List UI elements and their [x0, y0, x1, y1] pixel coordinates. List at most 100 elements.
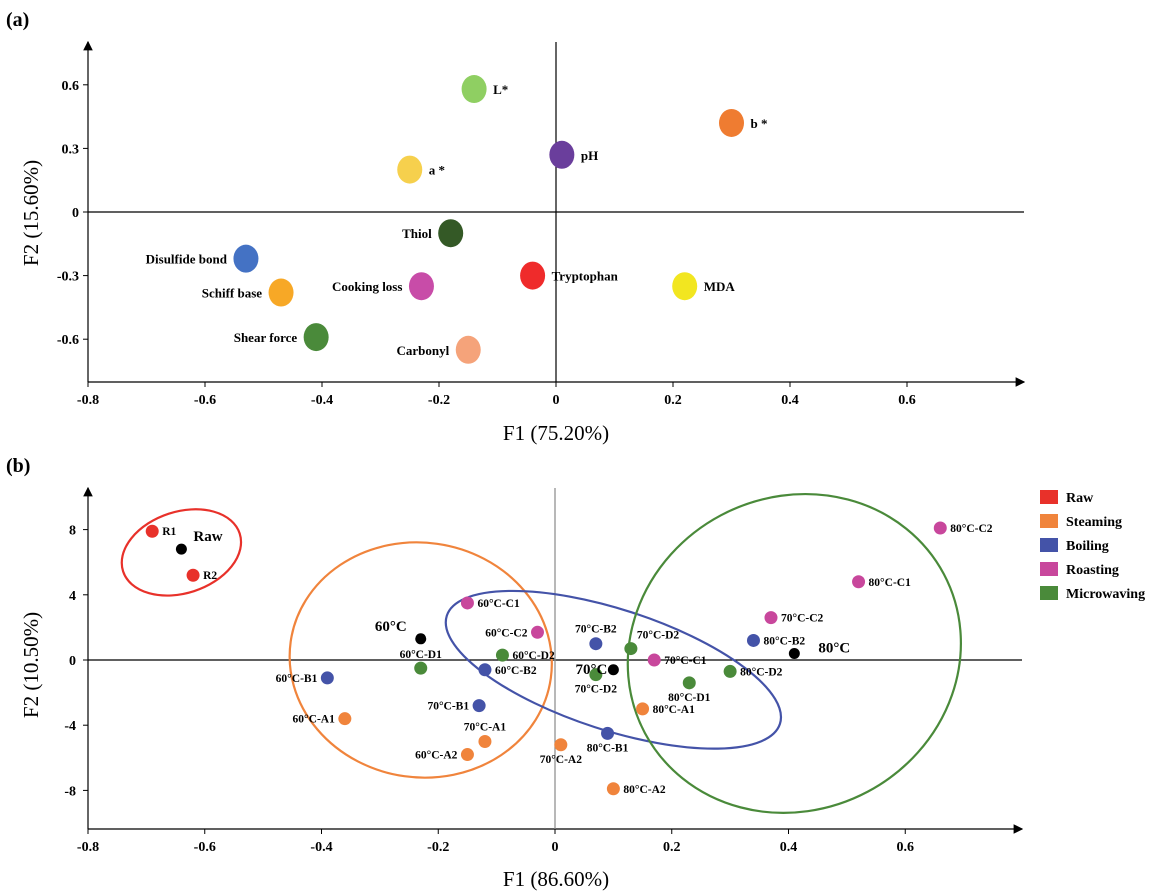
a-x-tick-label: 0.4: [781, 393, 799, 408]
legend-swatch: [1040, 514, 1058, 528]
sample-label: 70°C-D2: [637, 630, 680, 642]
boiling-sample-point: [478, 663, 492, 677]
steaming-sample-point: [606, 782, 620, 796]
group-center-label: 70°C: [576, 662, 608, 678]
panel-b-ticks: -0.8 -0.6 -0.4 -0.2 0 0.2 0.4 0.6 8 4 0 -4 -8: [64, 524, 914, 855]
group-center-label: 60°C: [375, 619, 407, 635]
microwaving-sample-point: [589, 668, 603, 682]
loading-label: a *: [429, 163, 445, 178]
sample-label: 80°C-C1: [869, 577, 912, 589]
sample-label: 70°C-B1: [427, 701, 469, 713]
roasting-sample-point: [530, 625, 544, 639]
b-x-tick-label: -0.2: [427, 840, 449, 855]
loading-label: Shear force: [234, 330, 298, 345]
b-x-tick-label: 0: [552, 840, 559, 855]
microwaving-sample-point: [682, 676, 696, 690]
b-y-tick-label: 8: [69, 524, 76, 539]
legend-swatch: [1040, 586, 1058, 600]
sample-label: 60°C-C2: [485, 627, 528, 639]
roasting-sample-point: [764, 611, 778, 625]
boiling-ellipse: [444, 589, 783, 750]
b-x-tick-label: -0.8: [77, 840, 99, 855]
roasting-sample-point: [460, 596, 474, 610]
sample-label: 70°C-C2: [781, 613, 824, 625]
roasting-sample-point: [647, 653, 661, 667]
sample-label: 80°C-A2: [623, 784, 666, 796]
group-center-label: Raw: [193, 529, 222, 545]
roasting-sample-point: [933, 521, 947, 535]
loading-label: pH: [581, 148, 598, 163]
loading-label: Disulfide bond: [146, 252, 228, 267]
sample-label: 60°C-B1: [276, 673, 318, 685]
sample-label: 80°C-A1: [653, 704, 696, 716]
loading-point: [719, 108, 744, 137]
steaming-sample-point: [460, 748, 474, 762]
group-center-label: 80°C: [818, 640, 850, 656]
a-x-tick-label: -0.2: [428, 393, 450, 408]
legend-label: Roasting: [1066, 563, 1119, 578]
a-y-tick-label: -0.6: [57, 333, 79, 348]
steaming-sample-point: [636, 702, 650, 716]
sample-label: 60°C-A2: [415, 750, 458, 762]
legend-label: Raw: [1066, 491, 1094, 506]
roasting-sample-point: [852, 575, 866, 589]
boiling-sample-point: [746, 633, 760, 647]
sample-label: 60°C-D1: [400, 649, 443, 661]
panel-a-axes: [83, 40, 1026, 387]
sample-label: 70°C-A2: [540, 754, 583, 766]
boiling-sample-point: [589, 637, 603, 651]
panel-b-axes: [83, 486, 1024, 834]
raw-ellipse: [120, 508, 243, 597]
microwaving-sample-point: [723, 664, 737, 678]
panel-b-y-axis-title: F2 (10.50%): [19, 612, 43, 718]
a-x-tick-label: -0.6: [194, 393, 216, 408]
b-y-tick-label: -4: [64, 719, 76, 734]
b-y-tick-label: 0: [69, 654, 76, 669]
microwaving-sample-point: [495, 648, 509, 662]
sample-label: 60°C-A1: [293, 714, 336, 726]
sample-label: 70°C-B2: [575, 624, 617, 636]
loading-point: [672, 272, 698, 301]
sample-label: 60°C-D2: [512, 650, 555, 662]
panel-a-loadings-plot: (a) -0.8 -0.6 -0.4 -0.2 0 0.2 0.4 0.60.60.30-0.…: [6, 9, 1026, 445]
loading-label: Schiff base: [202, 286, 263, 301]
panel-a-label: (a): [6, 9, 29, 31]
steaming-ellipse: [288, 541, 553, 779]
panel-a-y-axis-title: F2 (15.60%): [19, 160, 43, 266]
a-y-tick-label: 0: [72, 206, 79, 221]
loading-label: L*: [493, 82, 508, 97]
loading-label: Cooking loss: [332, 279, 402, 294]
b-x-tick-label: 0.2: [663, 840, 681, 855]
loading-point: [438, 219, 464, 248]
loading-label: MDA: [704, 279, 736, 294]
loading-point: [520, 261, 546, 290]
microwaving-ellipse: [626, 492, 962, 814]
steaming-sample-point: [478, 735, 492, 748]
loading-point: [461, 75, 487, 104]
legend-label: Steaming: [1066, 515, 1122, 530]
loading-point: [408, 272, 434, 301]
group-center-point: [175, 543, 187, 555]
panel-a-points: L* b * pH a * Thiol Disulfide bond Tryptophan C…: [146, 75, 767, 364]
group-center-point: [788, 647, 800, 659]
b-x-tick-label: 0.4: [780, 840, 798, 855]
legend-swatch: [1040, 490, 1058, 504]
loading-point: [233, 244, 259, 273]
sample-label: R2: [203, 570, 217, 582]
loading-point: [549, 140, 575, 169]
loading-label: Thiol: [402, 226, 432, 241]
b-y-tick-label: -8: [64, 784, 76, 799]
b-x-tick-label: -0.4: [310, 840, 332, 855]
group-center-point: [607, 664, 619, 676]
a-x-tick-label: -0.4: [311, 393, 333, 408]
a-x-tick-label: 0: [553, 393, 560, 408]
sample-label: 70°C-A1: [464, 722, 507, 734]
loading-label: Tryptophan: [552, 269, 619, 284]
microwaving-sample-point: [414, 661, 428, 675]
loading-point: [397, 155, 423, 184]
b-x-tick-label: 0.6: [897, 840, 915, 855]
a-x-tick-label: -0.8: [77, 393, 99, 408]
legend-swatch: [1040, 538, 1058, 552]
sample-label: 80°C-C2: [950, 523, 993, 535]
